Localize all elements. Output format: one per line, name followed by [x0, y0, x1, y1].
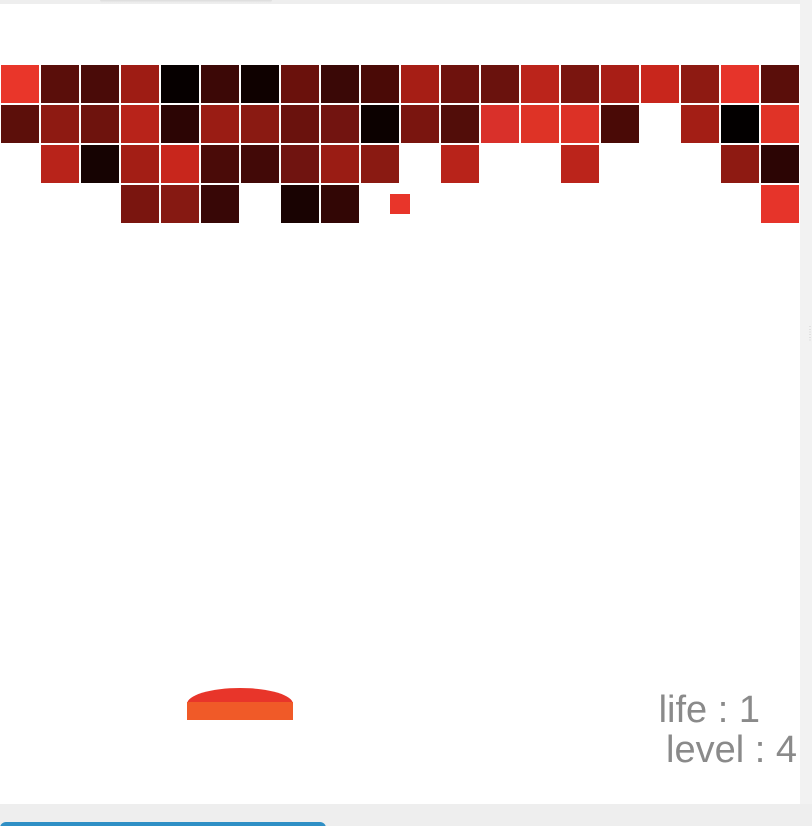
- level-value: 4: [775, 729, 797, 771]
- brick: [121, 65, 159, 103]
- brick: [401, 105, 439, 143]
- brick: [361, 105, 399, 143]
- top-tab-edge: [100, 0, 272, 3]
- hud-life: life : 1: [659, 690, 760, 730]
- brick: [161, 65, 199, 103]
- brick: [481, 65, 519, 103]
- brick: [81, 105, 119, 143]
- brick: [601, 105, 639, 143]
- paddle[interactable]: [187, 688, 293, 720]
- brick: [161, 185, 199, 223]
- brick: [201, 105, 239, 143]
- brick: [521, 65, 559, 103]
- brick: [441, 65, 479, 103]
- life-label: life: [658, 689, 708, 731]
- level-separator: :: [744, 729, 776, 771]
- brick: [321, 145, 359, 183]
- brick: [201, 65, 239, 103]
- scrollbar-gutter[interactable]: [800, 0, 812, 804]
- brick: [281, 65, 319, 103]
- brick: [1, 65, 39, 103]
- brick: [681, 105, 719, 143]
- brick: [241, 65, 279, 103]
- paddle-base: [187, 702, 293, 720]
- brick: [41, 145, 79, 183]
- breakout-canvas[interactable]: life : 1 level : 4: [0, 4, 800, 804]
- hud-level: level : 4: [666, 730, 797, 770]
- brick: [161, 145, 199, 183]
- brick: [561, 105, 599, 143]
- brick: [41, 105, 79, 143]
- brick: [281, 145, 319, 183]
- brick: [761, 105, 799, 143]
- life-separator: :: [707, 689, 739, 731]
- brick: [321, 185, 359, 223]
- brick: [681, 65, 719, 103]
- brick: [761, 145, 799, 183]
- brick: [561, 65, 599, 103]
- brick: [561, 145, 599, 183]
- brick: [241, 105, 279, 143]
- brick: [161, 105, 199, 143]
- brick: [121, 145, 159, 183]
- brick: [321, 105, 359, 143]
- brick: [81, 145, 119, 183]
- brick: [721, 105, 759, 143]
- brick: [281, 185, 319, 223]
- brick: [601, 65, 639, 103]
- brick: [41, 65, 79, 103]
- brick: [1, 105, 39, 143]
- brick: [281, 105, 319, 143]
- brick: [321, 65, 359, 103]
- brick: [641, 65, 679, 103]
- brick: [201, 185, 239, 223]
- brick: [441, 105, 479, 143]
- life-value: 1: [738, 689, 760, 731]
- brick: [121, 105, 159, 143]
- brick: [761, 65, 799, 103]
- brick: [441, 145, 479, 183]
- brick: [201, 145, 239, 183]
- brick: [361, 65, 399, 103]
- brick: [81, 65, 119, 103]
- bottom-tab-edge: [0, 822, 326, 826]
- brick: [241, 145, 279, 183]
- brick: [361, 145, 399, 183]
- brick: [761, 185, 799, 223]
- brick: [721, 65, 759, 103]
- brick: [121, 185, 159, 223]
- brick: [721, 145, 759, 183]
- ball: [390, 194, 410, 214]
- resize-grip-icon[interactable]: ⋮⋮⋮⋮: [806, 326, 812, 342]
- paddle-cap: [187, 688, 293, 704]
- brick: [401, 65, 439, 103]
- level-label: level: [666, 729, 745, 771]
- brick: [521, 105, 559, 143]
- brick: [481, 105, 519, 143]
